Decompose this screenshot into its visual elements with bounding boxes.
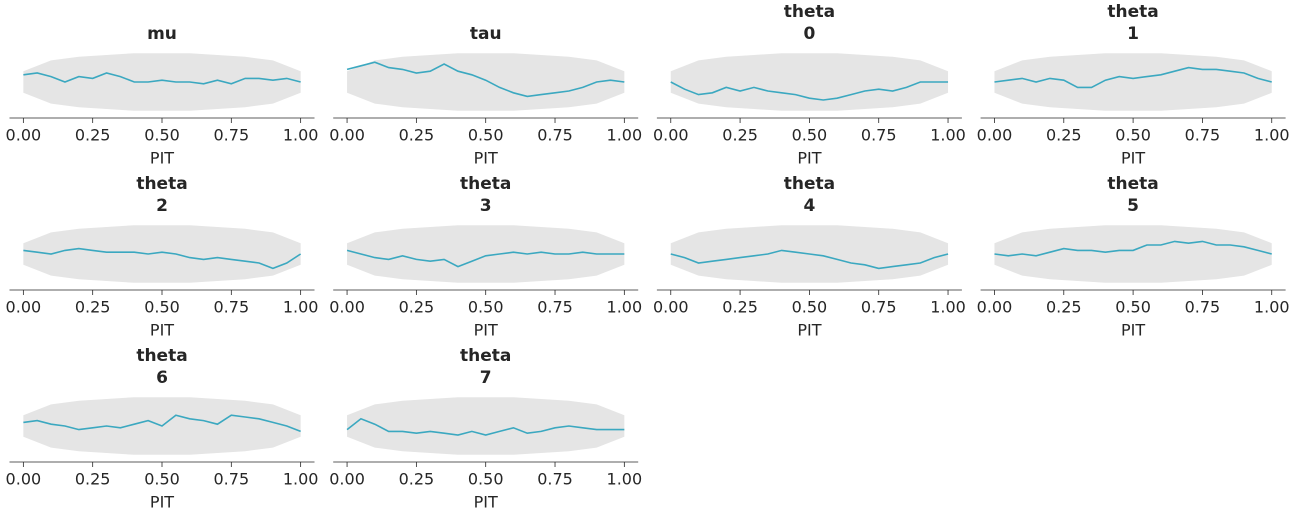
x-tick-label: 0.00 bbox=[329, 126, 365, 145]
x-tick-label: 0.25 bbox=[75, 126, 111, 145]
panel-title: mu bbox=[147, 24, 177, 44]
x-tick-label: 1.00 bbox=[607, 470, 643, 489]
ecdf-line bbox=[670, 249, 949, 270]
x-tick-label: 0.25 bbox=[722, 126, 758, 145]
x-tick-label: 1.00 bbox=[607, 298, 643, 317]
x-axis-label: PIT bbox=[797, 321, 821, 340]
envelope bbox=[347, 53, 625, 111]
x-tick-label: 0.75 bbox=[861, 126, 897, 145]
x-tick-label: 0.00 bbox=[977, 126, 1013, 145]
x-tick-label: 0.25 bbox=[722, 298, 758, 317]
x-tick-label: 1.00 bbox=[607, 126, 643, 145]
x-tick-label: 1.00 bbox=[1254, 126, 1290, 145]
x-tick-label: 0.00 bbox=[6, 470, 42, 489]
x-tick-label: 1.00 bbox=[930, 298, 966, 317]
x-tick-label: 0.75 bbox=[214, 298, 250, 317]
panel-title: 6 bbox=[156, 368, 168, 388]
x-tick-label: 1.00 bbox=[930, 126, 966, 145]
x-tick-label: 0.25 bbox=[75, 298, 111, 317]
x-tick-label: 0.00 bbox=[653, 126, 689, 145]
x-tick-label: 0.25 bbox=[399, 126, 435, 145]
x-tick-label: 0.25 bbox=[399, 298, 435, 317]
panel-title: theta bbox=[460, 174, 511, 194]
x-tick-label: 0.50 bbox=[468, 470, 504, 489]
ecdf-line bbox=[346, 61, 625, 98]
x-tick-label: 0.50 bbox=[144, 126, 180, 145]
x-tick-label: 1.00 bbox=[283, 126, 319, 145]
x-tick-label: 0.25 bbox=[75, 470, 111, 489]
x-axis-label: PIT bbox=[474, 149, 498, 168]
panel-title: theta bbox=[460, 346, 511, 366]
x-tick-label: 1.00 bbox=[283, 470, 319, 489]
envelope bbox=[347, 225, 625, 283]
ecdf-line bbox=[23, 247, 302, 270]
x-tick-label: 0.50 bbox=[144, 470, 180, 489]
x-axis-label: PIT bbox=[797, 149, 821, 168]
x-tick-label: 0.75 bbox=[214, 126, 250, 145]
x-tick-label: 0.50 bbox=[1115, 126, 1151, 145]
ecdf-line bbox=[23, 414, 301, 433]
x-axis-label: PIT bbox=[150, 149, 174, 168]
x-axis-label: PIT bbox=[150, 321, 174, 340]
x-tick-label: 0.00 bbox=[653, 298, 689, 317]
envelope bbox=[347, 397, 625, 455]
ecdf-line bbox=[346, 249, 625, 268]
x-axis-label: PIT bbox=[1121, 321, 1145, 340]
ecdf-line bbox=[23, 72, 301, 85]
ecdf-line bbox=[346, 417, 625, 436]
x-tick-label: 1.00 bbox=[283, 298, 319, 317]
panel-title: theta bbox=[136, 346, 187, 366]
x-tick-label: 0.00 bbox=[6, 126, 42, 145]
x-tick-label: 0.75 bbox=[537, 470, 573, 489]
x-axis-label: PIT bbox=[474, 493, 498, 512]
panel-title: 7 bbox=[480, 368, 492, 388]
panel-title: theta bbox=[1107, 2, 1158, 22]
panel-title: theta bbox=[136, 174, 187, 194]
panel-title: theta bbox=[784, 174, 835, 194]
x-tick-label: 0.50 bbox=[792, 298, 828, 317]
x-tick-label: 0.25 bbox=[399, 470, 435, 489]
panel-title: theta bbox=[784, 2, 835, 22]
panel-title: theta bbox=[1107, 174, 1158, 194]
x-tick-label: 0.00 bbox=[329, 298, 365, 317]
panel-title: 5 bbox=[1127, 196, 1139, 216]
panel-title: 0 bbox=[803, 24, 815, 44]
x-tick-label: 0.75 bbox=[214, 470, 250, 489]
x-axis-label: PIT bbox=[474, 321, 498, 340]
panel-title: 1 bbox=[1127, 24, 1139, 44]
x-tick-label: 0.75 bbox=[1185, 298, 1221, 317]
panel-title: 4 bbox=[803, 196, 815, 216]
panel-title: 2 bbox=[156, 196, 168, 216]
envelope bbox=[23, 53, 301, 111]
x-tick-label: 0.00 bbox=[977, 298, 1013, 317]
envelope bbox=[994, 53, 1272, 111]
x-tick-label: 0.75 bbox=[537, 298, 573, 317]
ecdf-line bbox=[670, 81, 949, 101]
x-tick-label: 0.75 bbox=[537, 126, 573, 145]
panel-title: tau bbox=[470, 24, 502, 44]
x-tick-label: 0.50 bbox=[1115, 298, 1151, 317]
envelope bbox=[994, 225, 1272, 283]
x-tick-label: 0.50 bbox=[792, 126, 828, 145]
x-tick-label: 0.00 bbox=[6, 298, 42, 317]
ecdf-line bbox=[994, 240, 1272, 257]
x-tick-label: 0.75 bbox=[861, 298, 897, 317]
x-tick-label: 0.75 bbox=[1185, 126, 1221, 145]
x-tick-label: 0.00 bbox=[329, 470, 365, 489]
panel-title: 3 bbox=[480, 196, 492, 216]
x-axis-label: PIT bbox=[1121, 149, 1145, 168]
ecdf-line bbox=[994, 66, 1272, 89]
envelope bbox=[23, 225, 301, 283]
x-axis-label: PIT bbox=[150, 493, 174, 512]
x-tick-label: 0.50 bbox=[144, 298, 180, 317]
envelope bbox=[670, 53, 949, 111]
x-tick-label: 0.50 bbox=[468, 298, 504, 317]
x-tick-label: 0.50 bbox=[468, 126, 504, 145]
x-tick-label: 0.25 bbox=[1046, 126, 1082, 145]
x-tick-label: 0.25 bbox=[1046, 298, 1082, 317]
x-tick-label: 1.00 bbox=[1254, 298, 1290, 317]
